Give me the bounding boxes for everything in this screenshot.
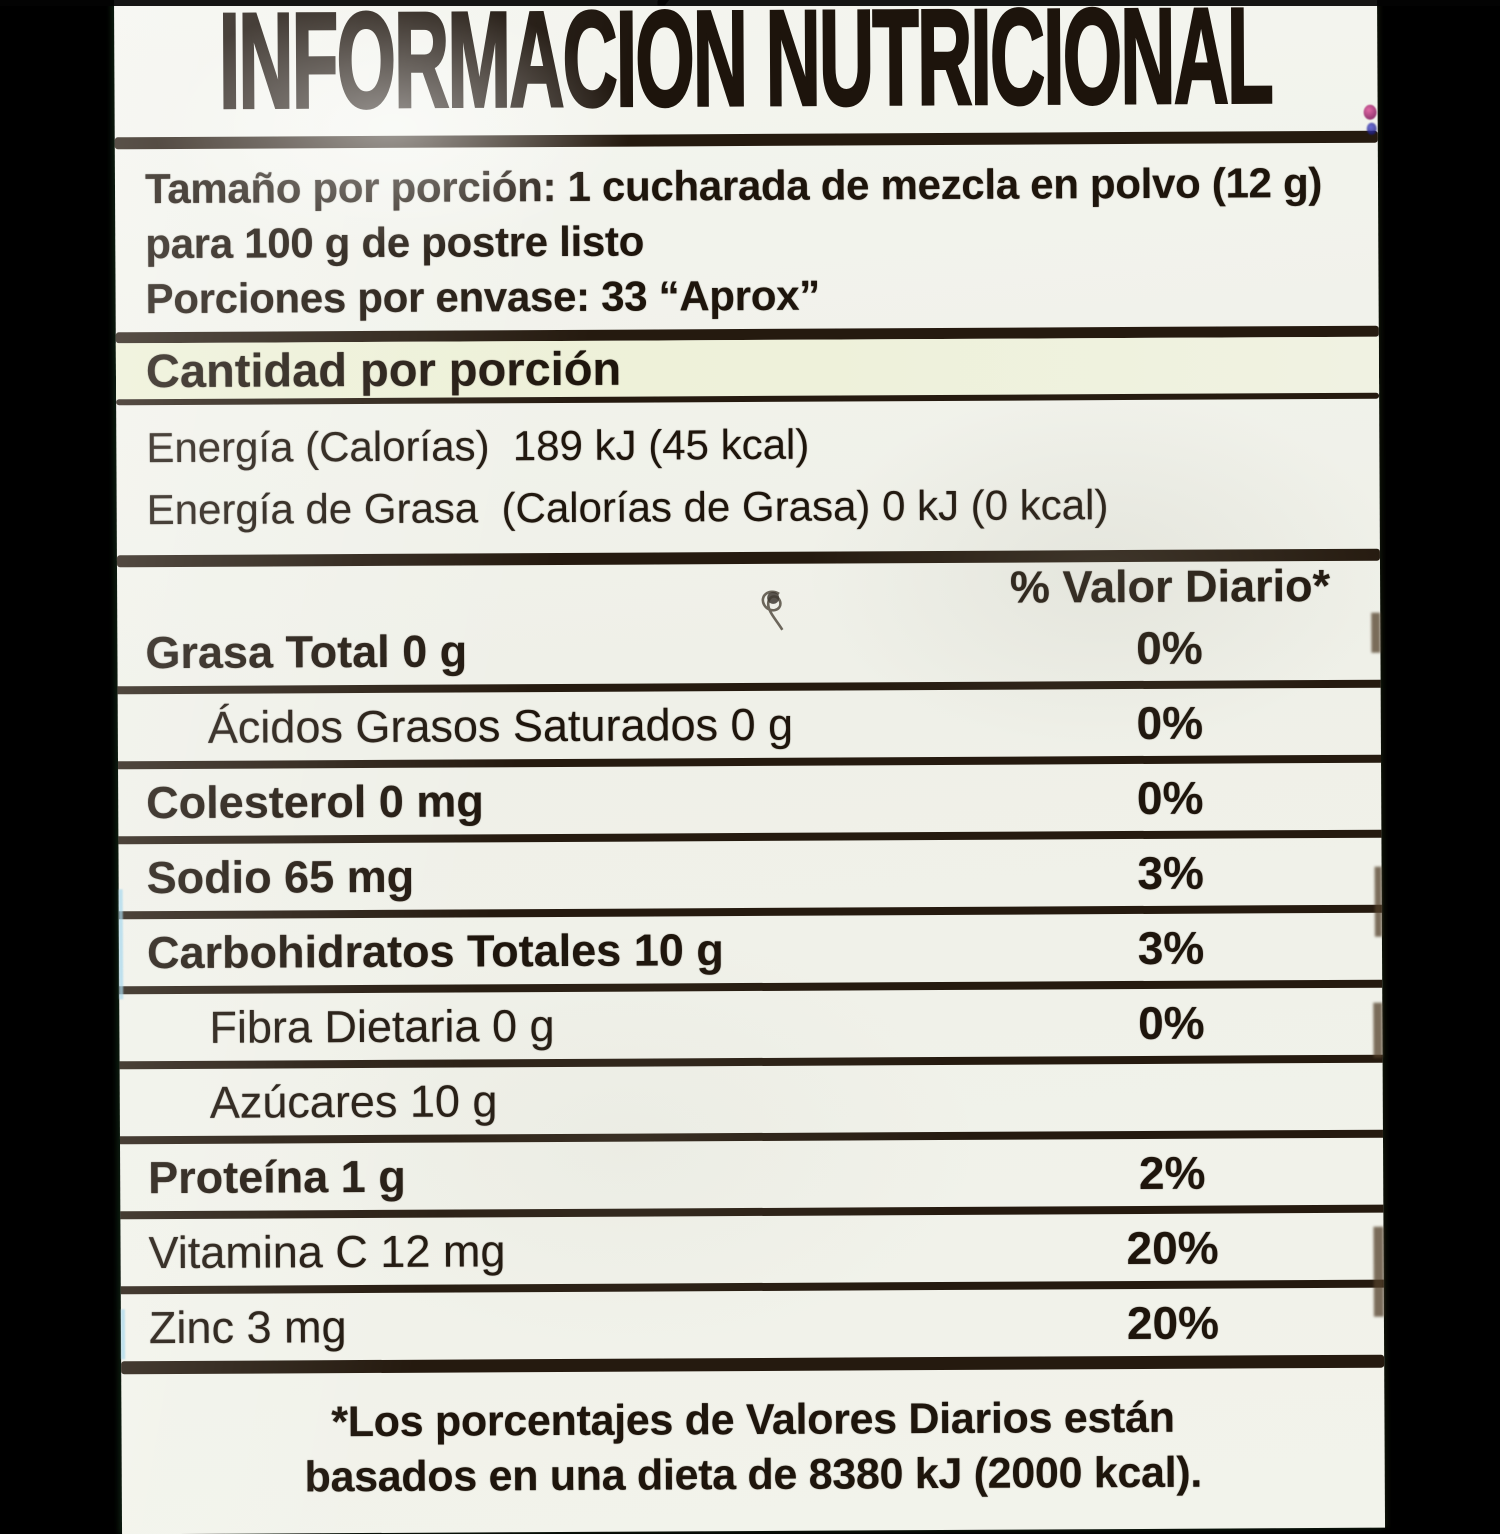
nutrient-name: Colesterol 0 mg bbox=[146, 774, 484, 828]
nutrient-name: Carbohidratos Totales 10 g bbox=[146, 923, 724, 978]
nutrition-label: INFORMACIÓN NUTRICIONAL Tamaño por porci… bbox=[113, 0, 1386, 1534]
serving-info: Tamaño por porción: 1 cucharada de mezcl… bbox=[115, 143, 1379, 333]
nutrient-dv: 3% bbox=[1137, 921, 1205, 974]
nutrient-dv: 0% bbox=[1136, 621, 1203, 674]
table-row-sodium: Sodio 65 mg 3% bbox=[118, 837, 1382, 920]
label-header: INFORMACIÓN NUTRICIONAL bbox=[114, 0, 1378, 138]
page-title: INFORMACIÓN NUTRICIONAL bbox=[218, 0, 1274, 138]
table-row-dietary-fiber: Fibra Dietaria 0 g 0% bbox=[119, 987, 1383, 1070]
print-dot-artifact bbox=[1363, 104, 1377, 120]
edge-fringe bbox=[120, 1309, 126, 1360]
table-row-total-carbohydrate: Carbohidratos Totales 10 g 3% bbox=[118, 912, 1383, 995]
nutrient-dv: 20% bbox=[1126, 1296, 1220, 1349]
amount-per-serving-header: Cantidad por porción bbox=[115, 336, 1380, 400]
daily-value-footnote: *Los porcentajes de Valores Diarios está… bbox=[121, 1368, 1385, 1507]
table-row-cholesterol: Colesterol 0 mg 0% bbox=[118, 762, 1382, 845]
table-row-sugars: Azúcares 10 g bbox=[119, 1062, 1383, 1145]
nutrient-name: Fibra Dietaria 0 g bbox=[209, 999, 555, 1053]
nutrient-name: Proteína 1 g bbox=[148, 1150, 406, 1203]
edge-smudge bbox=[1373, 1002, 1383, 1058]
edge-smudge bbox=[1374, 866, 1382, 937]
print-dot-artifact bbox=[1366, 122, 1377, 135]
nutrient-name: Ácidos Grasos Saturados 0 g bbox=[207, 698, 794, 753]
nutrient-dv: 0% bbox=[1136, 696, 1204, 749]
nutrient-name: Zinc 3 mg bbox=[148, 1300, 347, 1353]
footnote-line: *Los porcentajes de Valores Diarios está… bbox=[331, 1393, 1175, 1447]
nutrient-name: Vitamina C 12 mg bbox=[148, 1224, 506, 1278]
energy-calories: Energía (Calorías) 189 kJ (45 kcal) bbox=[146, 420, 810, 472]
edge-fringe bbox=[118, 889, 124, 1000]
serving-size-line2: para 100 g de postre listo bbox=[145, 217, 645, 268]
energy-section: Energía (Calorías) 189 kJ (45 kcal) Ener… bbox=[116, 399, 1380, 556]
footnote-line: basados en una dieta de 8380 kJ (2000 kc… bbox=[304, 1448, 1203, 1502]
nutrient-name: Azúcares 10 g bbox=[209, 1074, 498, 1128]
nutrient-dv bbox=[1072, 1097, 1272, 1098]
dust-fiber-artifact bbox=[761, 590, 784, 631]
nutrient-dv: 3% bbox=[1137, 846, 1204, 899]
energy-fat-calories: Energía de Grasa (Calorías de Grasa) 0 k… bbox=[146, 481, 1109, 534]
edge-smudge bbox=[1373, 1226, 1384, 1317]
photo-top-edge bbox=[0, 0, 1500, 6]
nutrient-dv: 0% bbox=[1138, 996, 1205, 1049]
table-row-saturated-fat: Ácidos Grasos Saturados 0 g 0% bbox=[117, 687, 1382, 770]
servings-per-container: Porciones por envase: 33 “Aprox” bbox=[145, 271, 820, 323]
nutrient-name: Sodio 65 mg bbox=[146, 850, 415, 903]
table-row-zinc: Zinc 3 mg 20% bbox=[121, 1288, 1384, 1362]
nutrient-dv: 2% bbox=[1138, 1146, 1206, 1199]
table-row-protein: Proteína 1 g 2% bbox=[120, 1137, 1384, 1220]
nutrient-dv: 0% bbox=[1136, 771, 1204, 824]
nutrient-table: Grasa Total 0 g 0% Ácidos Grasos Saturad… bbox=[117, 612, 1384, 1362]
edge-smudge bbox=[1371, 612, 1381, 653]
nutrient-name: Grasa Total 0 g bbox=[145, 624, 468, 678]
table-row-vitamin-c: Vitamina C 12 mg 20% bbox=[120, 1212, 1384, 1295]
serving-size-line: Tamaño por porción: 1 cucharada de mezcl… bbox=[144, 158, 1323, 213]
nutrient-dv: 20% bbox=[1126, 1221, 1219, 1274]
photo-background: { "label": { "title": "INFORMACIÓN NUTRI… bbox=[0, 0, 1500, 1500]
